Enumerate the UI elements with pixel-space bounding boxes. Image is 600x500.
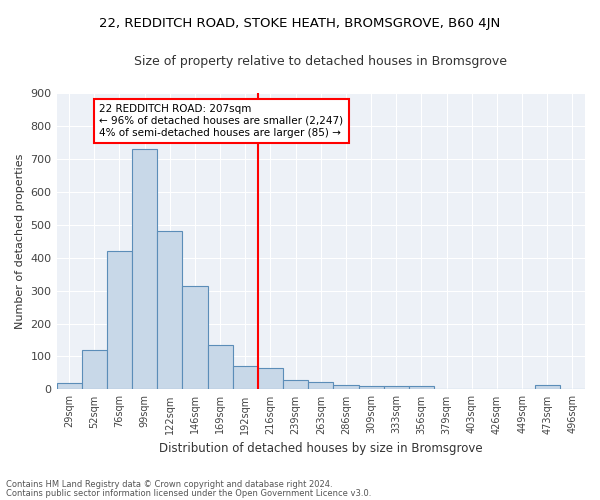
- Text: Contains public sector information licensed under the Open Government Licence v3: Contains public sector information licen…: [6, 488, 371, 498]
- Bar: [258, 368, 283, 390]
- Bar: [233, 366, 258, 390]
- X-axis label: Distribution of detached houses by size in Bromsgrove: Distribution of detached houses by size …: [159, 442, 482, 455]
- Bar: [157, 231, 182, 390]
- Bar: [283, 380, 308, 390]
- Bar: [182, 286, 208, 390]
- Bar: [132, 149, 157, 390]
- Bar: [308, 382, 334, 390]
- Bar: [334, 386, 359, 390]
- Bar: [359, 386, 383, 390]
- Text: 22 REDDITCH ROAD: 207sqm
← 96% of detached houses are smaller (2,247)
4% of semi: 22 REDDITCH ROAD: 207sqm ← 96% of detach…: [100, 104, 343, 138]
- Bar: [208, 345, 233, 390]
- Y-axis label: Number of detached properties: Number of detached properties: [15, 154, 25, 329]
- Bar: [56, 383, 82, 390]
- Title: Size of property relative to detached houses in Bromsgrove: Size of property relative to detached ho…: [134, 55, 507, 68]
- Bar: [107, 251, 132, 390]
- Bar: [82, 350, 107, 390]
- Bar: [535, 386, 560, 390]
- Text: 22, REDDITCH ROAD, STOKE HEATH, BROMSGROVE, B60 4JN: 22, REDDITCH ROAD, STOKE HEATH, BROMSGRO…: [100, 18, 500, 30]
- Text: Contains HM Land Registry data © Crown copyright and database right 2024.: Contains HM Land Registry data © Crown c…: [6, 480, 332, 489]
- Bar: [383, 386, 409, 390]
- Bar: [409, 386, 434, 390]
